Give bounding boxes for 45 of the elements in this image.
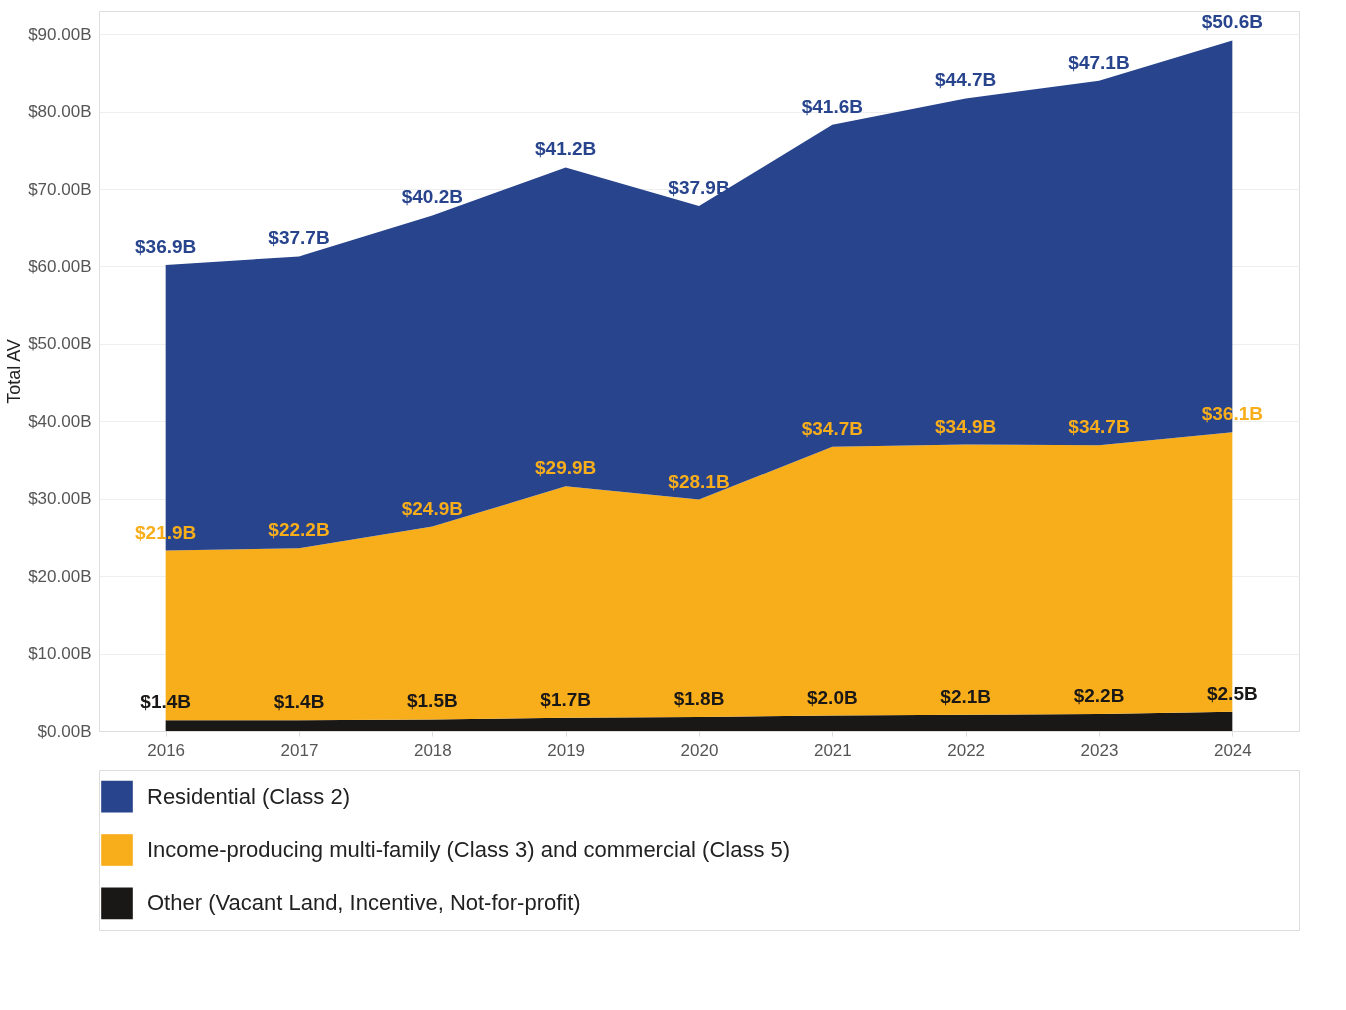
y-tick-label: $30.00B	[28, 489, 92, 509]
data-label: $36.9B	[135, 235, 197, 257]
x-tick-label: 2021	[813, 740, 852, 760]
data-label: $1.7B	[540, 688, 592, 710]
y-tick-label: $40.00B	[28, 411, 92, 431]
legend-label: Income-producing multi-family (Class 3) and commercial (Class 5)	[147, 837, 791, 862]
x-tick-label: 2017	[280, 740, 319, 760]
y-tick-label: $60.00B	[28, 256, 92, 276]
data-label: $34.7B	[1068, 416, 1130, 438]
data-label: $1.4B	[273, 691, 325, 713]
x-tick-label: 2019	[547, 740, 586, 760]
data-label: $47.1B	[1068, 51, 1130, 73]
x-tick-label: 2020	[680, 740, 719, 760]
y-tick-label: $80.00B	[28, 102, 92, 122]
data-label: $40.2B	[401, 186, 463, 208]
x-tick-label: 2016	[147, 740, 186, 760]
data-label: $2.1B	[940, 685, 992, 707]
y-tick-label: $0.00B	[37, 721, 92, 741]
data-label: $50.6B	[1201, 11, 1263, 33]
data-label: $22.2B	[268, 519, 330, 541]
y-tick-label: $70.00B	[28, 179, 92, 199]
data-label: $41.2B	[535, 138, 597, 160]
x-tick-label: 2023	[1080, 740, 1119, 760]
data-label: $29.9B	[535, 457, 597, 479]
x-tick-label: 2022	[947, 740, 986, 760]
data-label: $1.8B	[673, 688, 725, 710]
data-label: $41.6B	[801, 95, 863, 117]
legend-label: Residential (Class 2)	[147, 783, 350, 809]
data-label: $34.7B	[801, 417, 863, 439]
y-tick-label: $90.00B	[28, 24, 92, 44]
x-tick-label: 2018	[413, 740, 452, 760]
y-axis-title: Total AV	[4, 339, 25, 404]
data-label: $34.9B	[935, 415, 997, 437]
y-tick-label: $50.00B	[28, 334, 92, 354]
y-tick-label: $10.00B	[28, 644, 92, 664]
legend-label: Other (Vacant Land, Incentive, Not-for-profit)	[147, 890, 581, 916]
y-tick-label: $20.00B	[28, 566, 92, 586]
x-tick-label: 2024	[1213, 740, 1252, 760]
data-label: $37.7B	[268, 227, 330, 249]
data-label: $44.7B	[935, 69, 997, 91]
data-label: $2.2B	[1073, 684, 1125, 706]
data-label: $1.5B	[406, 690, 458, 712]
data-label: $28.1B	[668, 470, 730, 492]
data-label: $2.0B	[806, 686, 858, 708]
data-label: $24.9B	[401, 497, 463, 519]
